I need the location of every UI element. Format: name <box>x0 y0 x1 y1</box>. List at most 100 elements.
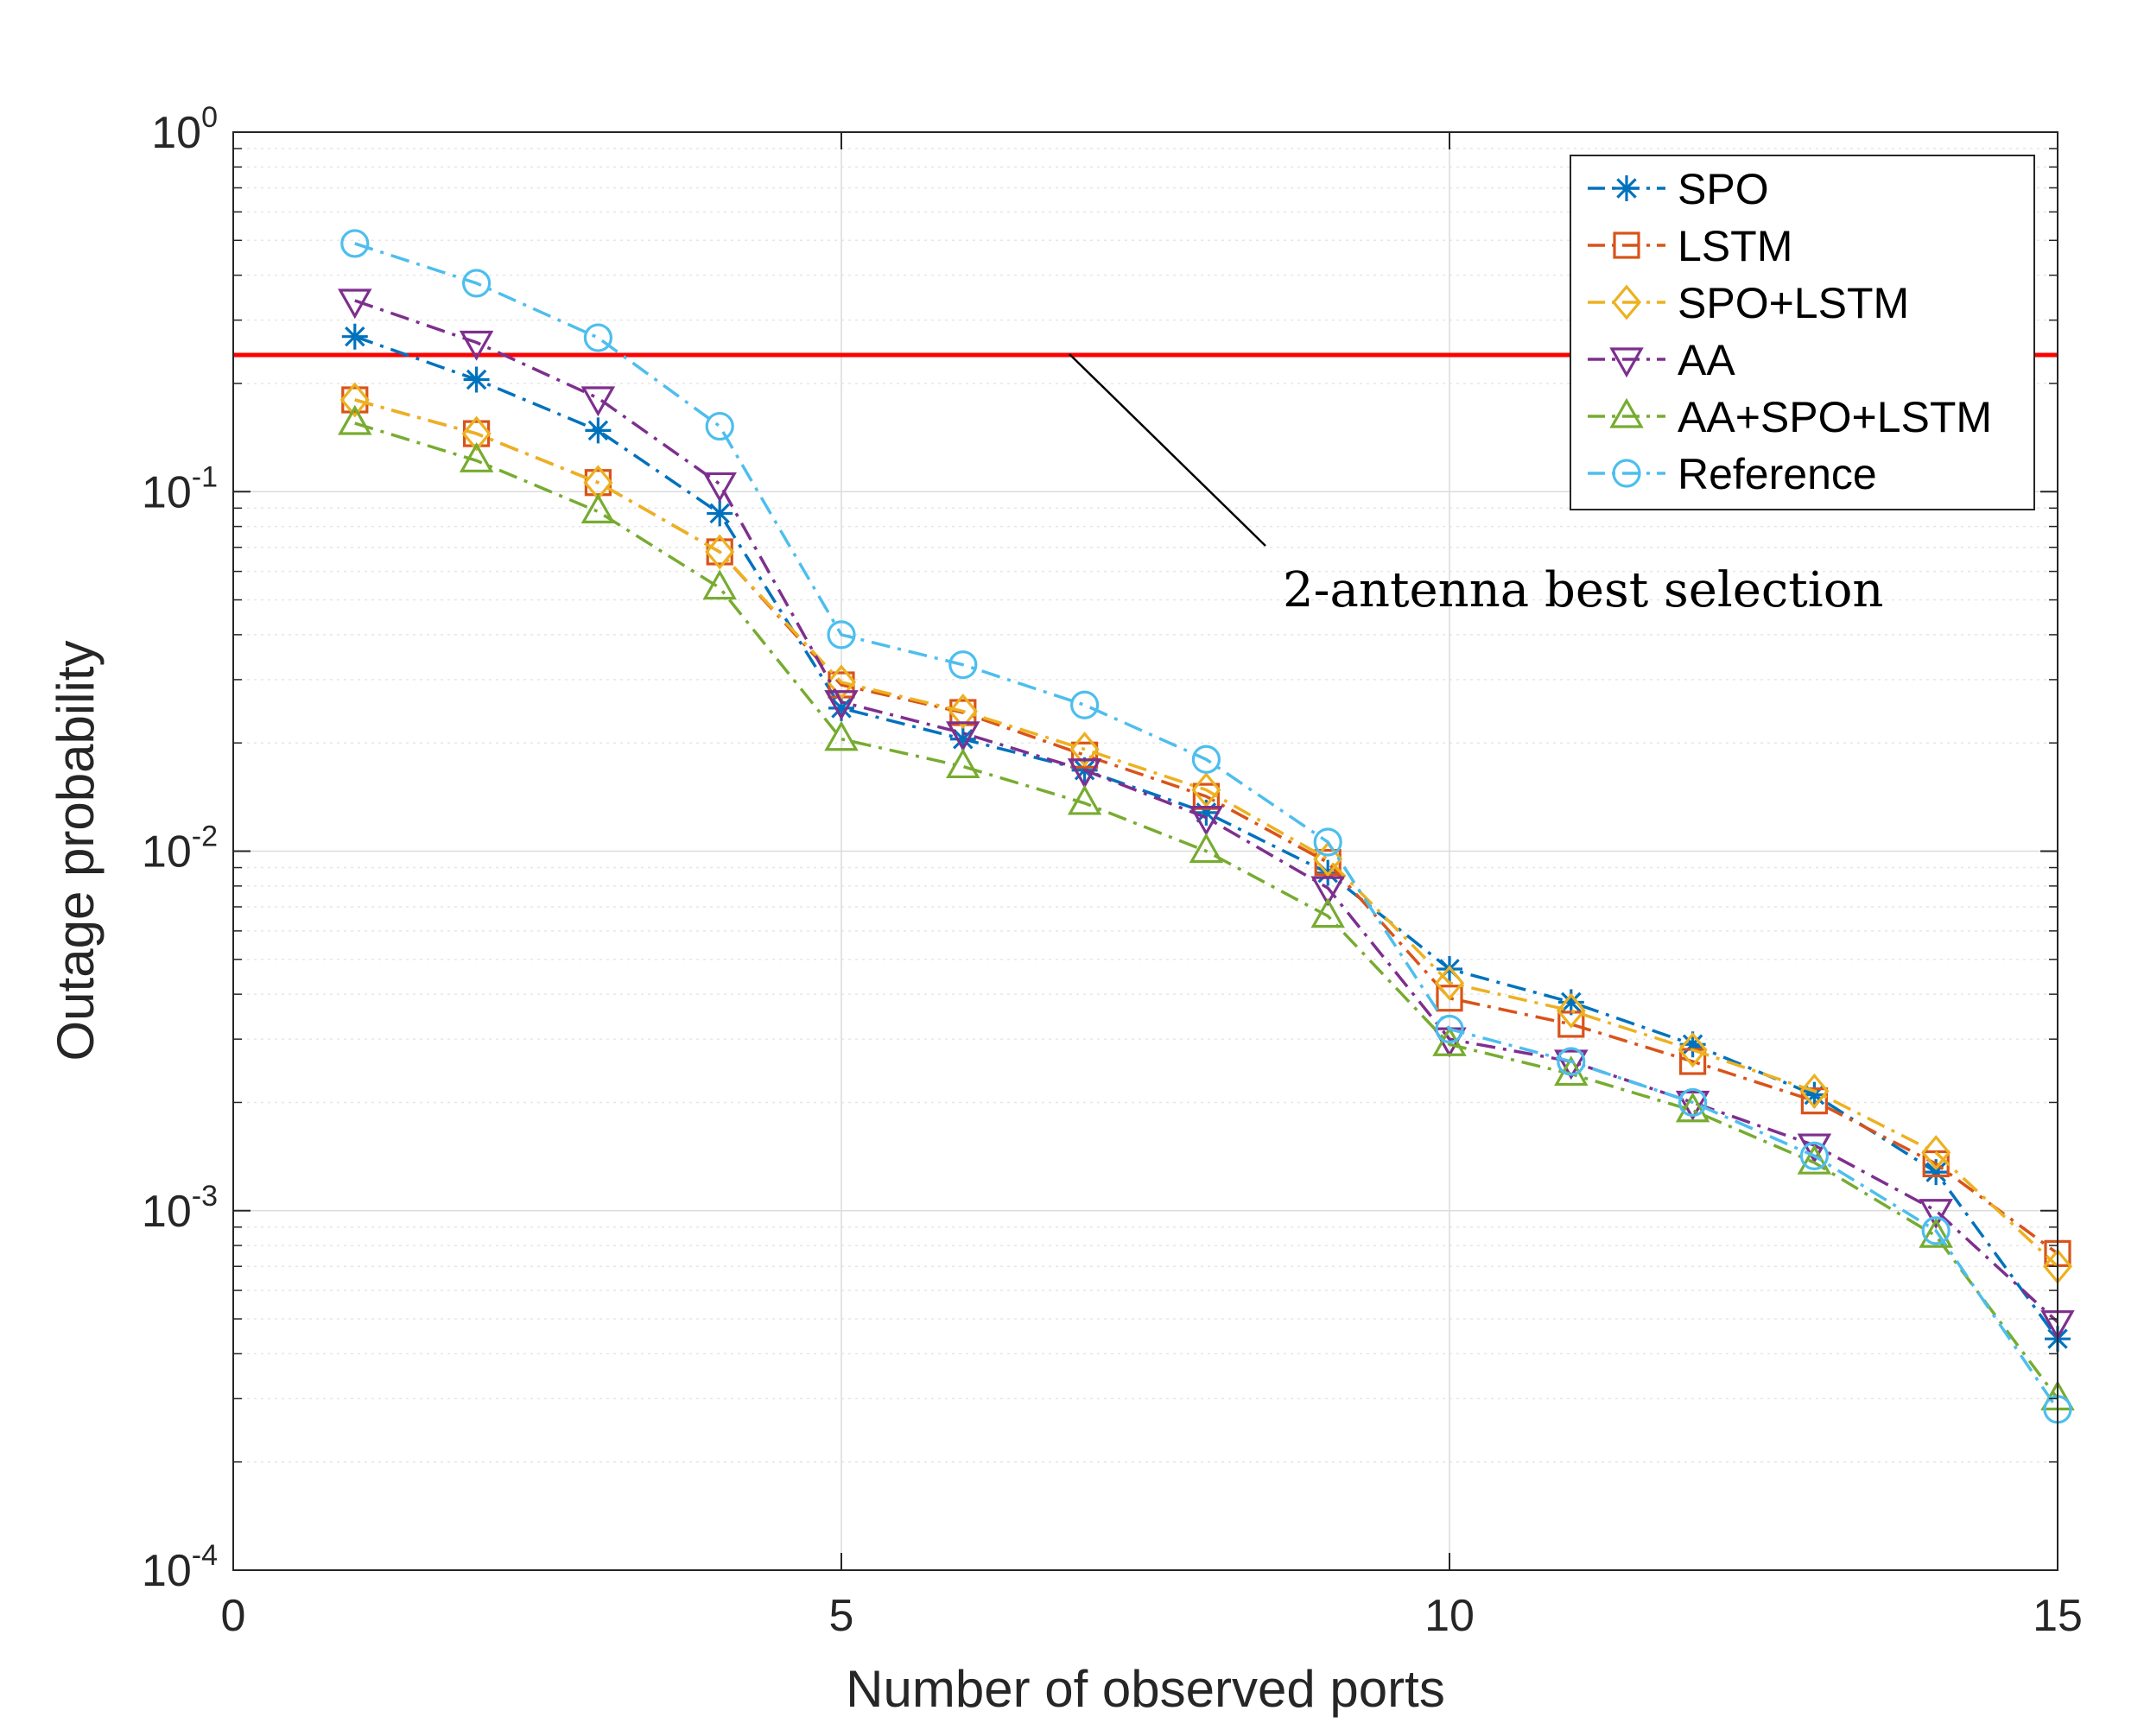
data-point <box>1069 732 1100 768</box>
y-tick-label: 10-3 <box>142 1180 218 1237</box>
data-point <box>1921 1135 1951 1171</box>
data-point <box>827 620 856 649</box>
data-point <box>1919 1217 1953 1248</box>
data-point <box>707 500 733 527</box>
data-point <box>1313 841 1343 878</box>
data-point <box>1193 799 1220 826</box>
data-point <box>339 382 370 418</box>
reference-annotation: 2-antenna best selection <box>1069 353 1884 618</box>
legend-label: LSTM <box>1678 222 1792 270</box>
data-point <box>1797 1133 1832 1164</box>
series-line <box>354 299 2059 1323</box>
data-point <box>824 720 859 751</box>
data-point <box>463 366 490 393</box>
annotation-arrow-line <box>1069 353 1266 547</box>
x-tick-label: 5 <box>829 1591 854 1641</box>
data-point <box>1310 897 1345 928</box>
legend-item: SPO+LSTM <box>1588 279 1909 327</box>
data-point <box>461 415 492 452</box>
data-point <box>1191 772 1221 808</box>
data-point <box>1556 992 1586 1029</box>
legend-label: Reference <box>1678 450 1877 498</box>
data-point <box>459 330 494 361</box>
y-tick-labels: 10-4 10-3 10-2 10-1 100 <box>142 101 218 1596</box>
data-point <box>1070 741 1099 769</box>
data-point <box>1313 827 1342 857</box>
series-reference <box>340 229 2072 1424</box>
legend-marker <box>1613 231 1640 259</box>
legend-label: AA+SPO+LSTM <box>1678 393 1992 441</box>
data-point <box>1675 1092 1710 1123</box>
data-point <box>1069 690 1100 719</box>
data-point <box>1557 1011 1585 1038</box>
legend-item: AA <box>1588 336 1735 384</box>
data-point <box>1434 965 1465 1001</box>
data-point <box>702 569 737 600</box>
data-point <box>1557 989 1584 1016</box>
data-point <box>1799 1141 1829 1170</box>
data-point <box>580 386 616 417</box>
data-point <box>583 323 613 352</box>
data-point <box>705 534 735 570</box>
data-point <box>948 650 978 680</box>
data-point <box>1678 1032 1708 1068</box>
data-point <box>949 725 976 752</box>
series-line <box>354 398 2059 1255</box>
data-point <box>948 694 978 730</box>
x-axis-title: Number of observed ports <box>846 1660 1445 1718</box>
data-point <box>705 411 734 441</box>
data-point <box>1801 1081 1828 1108</box>
data-point <box>341 323 368 350</box>
series-line <box>354 242 2059 1410</box>
legend-box <box>1570 155 2035 510</box>
legend-item: SPO <box>1588 165 1769 213</box>
x-tick-label: 0 <box>221 1591 246 1641</box>
data-point <box>1432 1026 1467 1056</box>
legend-marker <box>1614 175 1640 201</box>
data-point <box>1191 744 1221 774</box>
legend-label: SPO+LSTM <box>1678 279 1909 327</box>
annotation-label: 2-antenna best selection <box>1283 562 1884 618</box>
data-point <box>1189 833 1224 864</box>
legend-label: AA <box>1678 336 1735 384</box>
legend-item: Reference <box>1588 450 1877 498</box>
data-point <box>1923 1159 1950 1186</box>
legend-item: AA+SPO+LSTM <box>1588 393 1992 441</box>
legend: SPO LSTM SPO+LSTM AA AA+SPO+LSTM Reference <box>1570 155 2035 510</box>
data-point <box>1554 1049 1589 1080</box>
data-point <box>826 664 857 700</box>
data-point <box>585 417 612 444</box>
data-point <box>1919 1199 1953 1229</box>
data-point <box>828 694 854 721</box>
data-point <box>1678 1087 1708 1118</box>
data-point <box>946 748 980 779</box>
axis-ticks <box>232 131 2058 1571</box>
x-tick-labels: 0 5 10 15 <box>221 1591 2083 1641</box>
y-tick-label: 10-4 <box>142 1539 218 1596</box>
data-point <box>1679 1031 1706 1058</box>
data-point <box>340 229 370 258</box>
data-point <box>338 288 372 320</box>
data-point <box>580 493 616 523</box>
x-tick-label: 10 <box>1424 1591 1475 1641</box>
data-point <box>1921 1216 1951 1245</box>
data-point <box>1436 985 1463 1012</box>
y-tick-label: 10-2 <box>142 820 218 878</box>
y-axis-title: Outage probability <box>47 641 105 1061</box>
data-point <box>459 442 494 472</box>
y-tick-label: 100 <box>151 101 218 158</box>
series-line <box>354 398 2059 1268</box>
data-point <box>1310 876 1345 907</box>
data-point <box>1067 758 1102 789</box>
series-aa <box>338 288 2075 1340</box>
data-point <box>702 472 737 503</box>
x-tick-label: 15 <box>2033 1591 2083 1641</box>
data-point <box>824 690 859 721</box>
legend-marker <box>1609 347 1644 378</box>
series-spo-lstm <box>339 382 2073 1284</box>
data-point <box>1799 1073 1830 1109</box>
legend-item: LSTM <box>1588 222 1792 270</box>
data-point <box>1800 1087 1828 1115</box>
data-point <box>338 404 372 435</box>
